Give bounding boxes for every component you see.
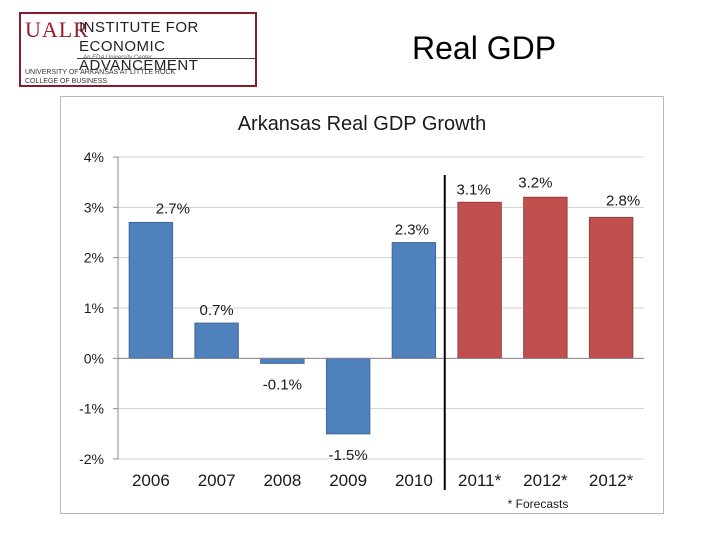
x-category-label: 2012* bbox=[589, 471, 634, 490]
y-tick-label: -1% bbox=[79, 401, 104, 417]
data-label: 2.3% bbox=[395, 222, 429, 239]
bar-2008 bbox=[260, 357, 305, 364]
institute-title: Institute for Economic Advancement bbox=[79, 18, 255, 75]
y-tick-label: 0% bbox=[84, 350, 104, 366]
data-label: 2.8% bbox=[606, 192, 640, 209]
y-tick-label: 2% bbox=[84, 250, 104, 266]
bar-2012-forecast bbox=[523, 196, 568, 359]
data-label: -0.1% bbox=[263, 376, 302, 393]
x-category-label: 2010 bbox=[395, 471, 433, 490]
bar-2007 bbox=[194, 322, 239, 359]
data-label: 0.7% bbox=[200, 302, 234, 319]
logo-box: UALR Institute for Economic Advancement … bbox=[19, 12, 257, 87]
slide-title: Real GDP bbox=[412, 30, 557, 66]
institute-title-line2: Economic Advancement bbox=[79, 38, 199, 74]
eda-subtitle: An EDA University Center bbox=[83, 55, 152, 61]
university-line1: University of Arkansas at Little Rock bbox=[25, 69, 176, 76]
bar-2010 bbox=[391, 242, 437, 359]
bar-2009 bbox=[325, 357, 371, 435]
x-category-label: 2007 bbox=[198, 471, 236, 490]
y-tick-label: -2% bbox=[79, 451, 104, 467]
bar-2012-forecast bbox=[588, 216, 634, 359]
chart-title: Arkansas Real GDP Growth bbox=[238, 113, 487, 135]
x-category-label: 2006 bbox=[132, 471, 170, 490]
data-label: -1.5% bbox=[329, 447, 368, 464]
institute-title-line1: Institute for bbox=[79, 19, 199, 36]
bar-2006 bbox=[128, 221, 174, 359]
university-name: University of Arkansas at Little Rock Co… bbox=[25, 68, 175, 86]
forecast-footnote: * Forecasts bbox=[508, 497, 569, 511]
y-tick-label: 1% bbox=[84, 300, 104, 316]
logo-divider bbox=[77, 58, 255, 59]
data-label: 2.7% bbox=[156, 200, 190, 217]
data-label: 3.1% bbox=[457, 181, 491, 198]
x-category-label: 2009 bbox=[329, 471, 367, 490]
x-category-label: 2012* bbox=[523, 471, 568, 490]
university-line2: College of Business bbox=[25, 78, 108, 85]
bar-2011-forecast bbox=[457, 201, 502, 359]
data-label: 3.2% bbox=[518, 174, 552, 191]
x-category-label: 2008 bbox=[263, 471, 301, 490]
y-tick-label: 3% bbox=[84, 199, 104, 215]
x-category-label: 2011* bbox=[458, 471, 502, 490]
y-tick-label: 4% bbox=[84, 149, 104, 165]
